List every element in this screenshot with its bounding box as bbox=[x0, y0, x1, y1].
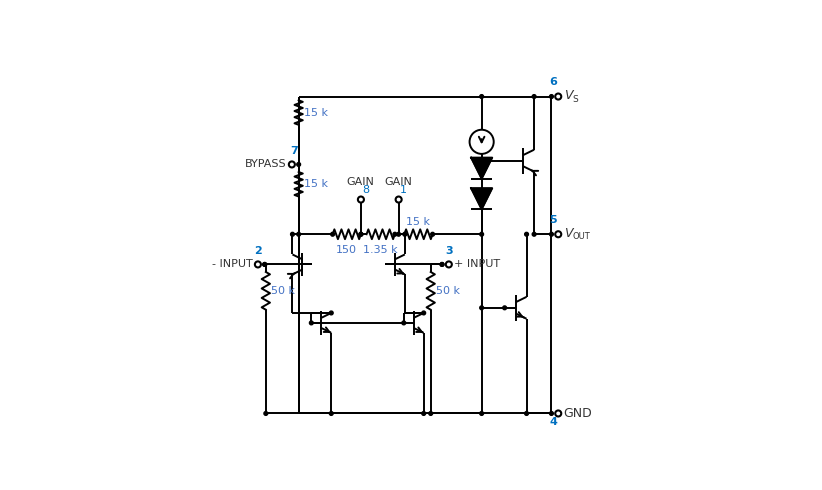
Text: 8: 8 bbox=[362, 185, 369, 195]
Text: - INPUT: - INPUT bbox=[212, 259, 252, 270]
Circle shape bbox=[330, 311, 333, 315]
Circle shape bbox=[291, 232, 294, 236]
Circle shape bbox=[309, 321, 313, 325]
Text: 3: 3 bbox=[445, 246, 453, 256]
Circle shape bbox=[393, 232, 397, 236]
Circle shape bbox=[550, 232, 553, 236]
Text: + INPUT: + INPUT bbox=[454, 259, 501, 270]
Text: S: S bbox=[572, 95, 578, 104]
Circle shape bbox=[480, 412, 483, 416]
Circle shape bbox=[359, 232, 363, 236]
Text: 7: 7 bbox=[290, 146, 298, 156]
Text: 15 k: 15 k bbox=[304, 108, 328, 118]
Circle shape bbox=[297, 163, 301, 166]
Circle shape bbox=[422, 311, 426, 315]
Circle shape bbox=[503, 306, 506, 310]
Text: 150: 150 bbox=[336, 245, 358, 255]
Text: V: V bbox=[564, 89, 572, 102]
Circle shape bbox=[263, 263, 266, 267]
Circle shape bbox=[330, 412, 333, 416]
Text: 1.35 k: 1.35 k bbox=[363, 245, 398, 255]
Circle shape bbox=[263, 263, 266, 267]
Text: 50 k: 50 k bbox=[436, 286, 460, 296]
Circle shape bbox=[480, 159, 483, 163]
Text: OUT: OUT bbox=[572, 232, 590, 242]
Circle shape bbox=[330, 232, 335, 236]
Circle shape bbox=[403, 232, 407, 236]
Circle shape bbox=[359, 232, 363, 236]
Polygon shape bbox=[471, 188, 492, 209]
Text: GND: GND bbox=[564, 407, 593, 420]
Text: GAIN: GAIN bbox=[384, 177, 412, 187]
Circle shape bbox=[429, 412, 432, 416]
Text: GAIN: GAIN bbox=[346, 177, 374, 187]
Text: V: V bbox=[564, 227, 572, 240]
Text: 1: 1 bbox=[399, 185, 407, 195]
Circle shape bbox=[402, 321, 405, 325]
Text: 4: 4 bbox=[549, 417, 557, 427]
Circle shape bbox=[532, 95, 536, 98]
Circle shape bbox=[431, 232, 435, 236]
Polygon shape bbox=[471, 158, 492, 179]
Circle shape bbox=[524, 232, 529, 236]
Circle shape bbox=[550, 412, 553, 416]
Circle shape bbox=[297, 232, 301, 236]
Circle shape bbox=[480, 232, 483, 236]
Text: 5: 5 bbox=[550, 215, 557, 225]
Text: 15 k: 15 k bbox=[304, 179, 328, 189]
Circle shape bbox=[422, 412, 426, 416]
Text: 2: 2 bbox=[254, 246, 261, 256]
Circle shape bbox=[397, 232, 400, 236]
Text: BYPASS: BYPASS bbox=[245, 159, 287, 170]
Circle shape bbox=[440, 263, 444, 267]
Circle shape bbox=[532, 232, 536, 236]
Circle shape bbox=[440, 263, 444, 267]
Circle shape bbox=[264, 412, 268, 416]
Text: 15 k: 15 k bbox=[406, 217, 431, 227]
Circle shape bbox=[524, 412, 529, 416]
Circle shape bbox=[480, 306, 483, 310]
Text: 6: 6 bbox=[549, 77, 557, 87]
Circle shape bbox=[480, 95, 483, 98]
Text: 50 k: 50 k bbox=[271, 286, 295, 296]
Circle shape bbox=[550, 95, 553, 98]
